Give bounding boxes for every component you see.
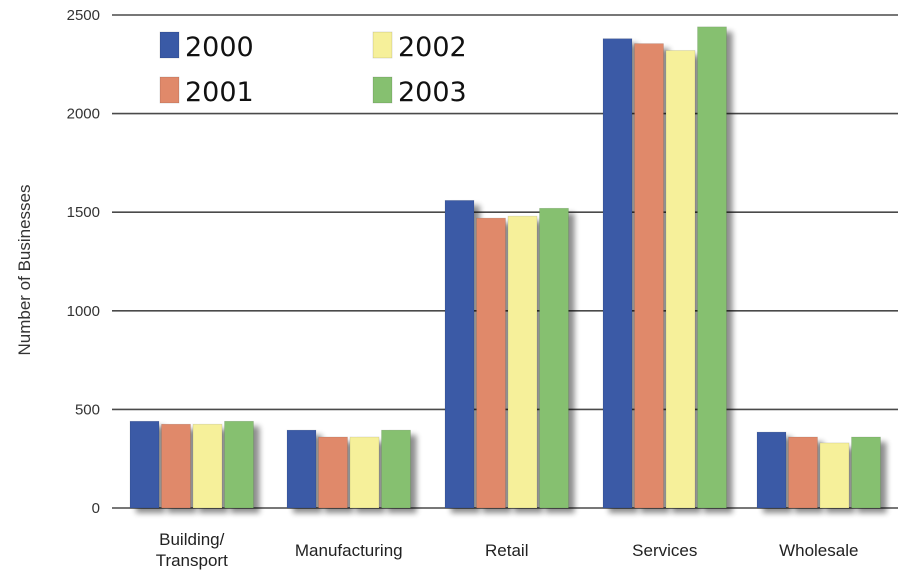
bar-2001-4: [788, 436, 818, 509]
y-tick-label: 2500: [67, 7, 100, 24]
bar-2003-1: [381, 429, 411, 509]
bar-2002-1: [349, 436, 380, 509]
bar-2002-0: [192, 423, 223, 509]
y-tick-label: 0: [92, 500, 100, 517]
bar-2003-4: [851, 436, 881, 509]
bar-2003-3: [697, 26, 727, 509]
legend: 2000 2001 2002 2003: [159, 31, 467, 108]
bar-2003-0: [224, 420, 254, 509]
bar-2000-3: [602, 38, 633, 509]
bar-2001-3: [634, 43, 664, 509]
bar-2001-1: [318, 436, 348, 509]
y-tick-label: 2000: [67, 106, 100, 123]
bar-2000-4: [756, 431, 787, 509]
legend-swatch-2001: [159, 76, 180, 104]
bar-2001-2: [476, 217, 506, 509]
bar-2000-1: [286, 429, 317, 509]
y-axis-label: Number of Businesses: [15, 184, 34, 355]
bar-2001-0: [161, 423, 191, 509]
y-tick-label: 1000: [67, 303, 100, 320]
y-tick-label: 500: [75, 401, 100, 418]
x-category-label: Building/Transport: [156, 530, 228, 570]
legend-swatch-2002: [372, 31, 393, 59]
legend-label-2002: 2002: [398, 32, 467, 63]
bar-2003-2: [539, 207, 569, 509]
bar-2002-2: [507, 215, 538, 509]
legend-swatch-2003: [372, 76, 393, 104]
y-tick-label: 1500: [67, 204, 100, 221]
bars: [129, 26, 881, 509]
legend-label-2001: 2001: [185, 77, 254, 108]
bar-2002-3: [665, 50, 696, 509]
legend-label-2003: 2003: [398, 77, 467, 108]
bar-2002-4: [819, 442, 850, 509]
legend-swatch-2000: [159, 31, 180, 59]
x-category-label: Manufacturing: [295, 541, 403, 560]
legend-label-2000: 2000: [185, 32, 254, 63]
x-axis-categories: Building/Transport Manufacturing Retail Ser…: [156, 530, 859, 570]
x-category-label: Wholesale: [779, 541, 858, 560]
x-category-label: Services: [632, 541, 697, 560]
x-category-label: Retail: [485, 541, 528, 560]
y-axis-ticks: 0 500 1000 1500 2000 2500: [67, 7, 100, 517]
bar-2000-2: [444, 200, 475, 509]
bar-2000-0: [129, 420, 160, 509]
